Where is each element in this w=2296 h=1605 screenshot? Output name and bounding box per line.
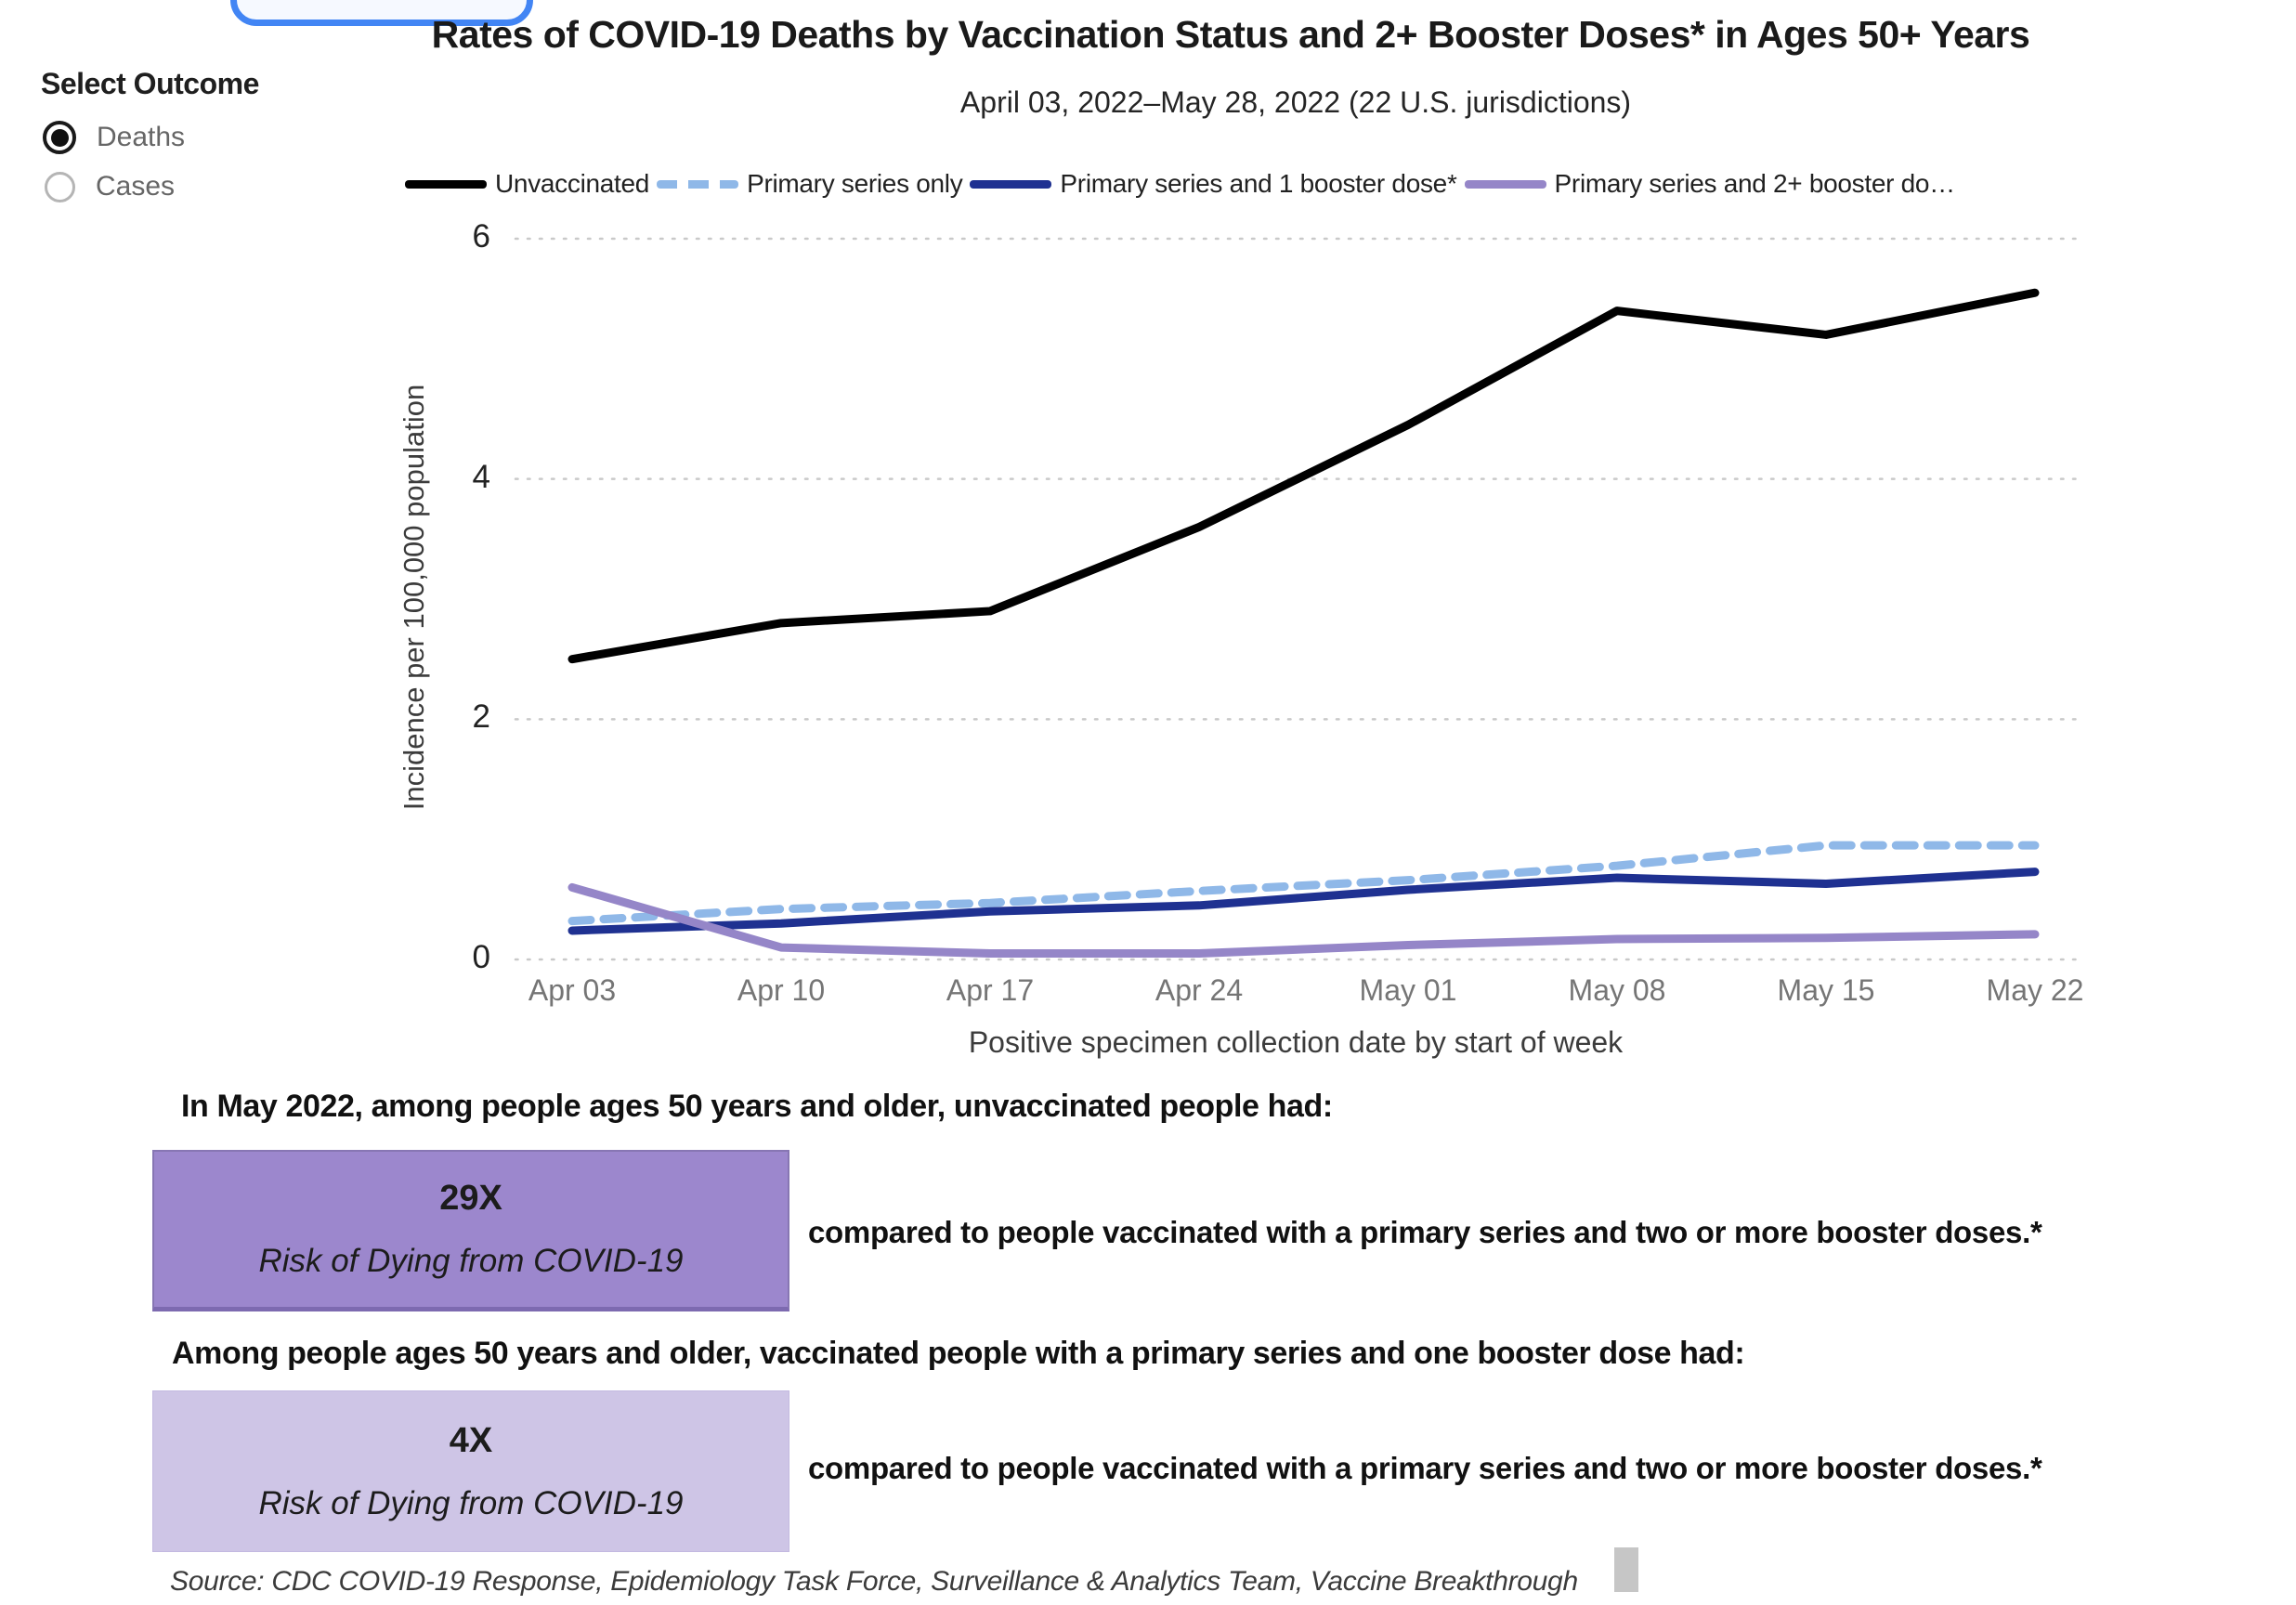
x-tick-label: May 22 xyxy=(1986,973,2084,1007)
risk-box-4x: 4X Risk of Dying from COVID-19 xyxy=(152,1390,789,1552)
radio-unselected-icon[interactable] xyxy=(45,171,75,202)
x-tick-label: May 15 xyxy=(1777,973,1875,1007)
legend-swatch-primary-series-only xyxy=(657,179,739,189)
y-tick-label: 2 xyxy=(472,698,490,736)
risk-caption: Risk of Dying from COVID-19 xyxy=(258,1484,684,1521)
y-tick-label: 6 xyxy=(472,218,490,254)
x-tick-label: Apr 17 xyxy=(946,973,1035,1007)
outcome-selector-label: Select Outcome xyxy=(41,67,259,100)
x-tick-label: Apr 10 xyxy=(737,973,826,1007)
scrollbar-thumb[interactable] xyxy=(1614,1547,1638,1592)
x-tick-label: Apr 03 xyxy=(528,973,617,1007)
page-title: Rates of COVID-19 Deaths by Vaccination … xyxy=(431,13,2030,56)
legend-label: Primary series only xyxy=(747,169,963,198)
line-chart-svg xyxy=(514,237,2083,961)
comparison-text-1: compared to people vaccinated with a pri… xyxy=(808,1215,2042,1249)
legend-item-2plus-booster[interactable]: Primary series and 2+ booster do… xyxy=(1464,169,1956,199)
x-tick-label: May 01 xyxy=(1359,973,1457,1007)
chart-legend: Unvaccinated Primary series only Primary… xyxy=(405,169,1963,199)
x-tick-label: Apr 24 xyxy=(1155,973,1244,1007)
callout-intro-one-booster: Among people ages 50 years and older, va… xyxy=(172,1336,1745,1371)
page-subtitle: April 03, 2022–May 28, 2022 (22 U.S. jur… xyxy=(959,85,1632,119)
legend-label: Unvaccinated xyxy=(495,169,650,198)
legend-label: Primary series and 1 booster dose* xyxy=(1060,169,1457,198)
line-chart-plot-area xyxy=(506,223,2085,975)
legend-swatch-2plus-booster xyxy=(1464,179,1546,189)
risk-factor-value: 29X xyxy=(439,1179,502,1218)
legend-item-primary-series-only[interactable]: Primary series only xyxy=(657,169,963,199)
x-axis-title: Positive specimen collection date by sta… xyxy=(968,1025,1624,1059)
legend-item-1-booster[interactable]: Primary series and 1 booster dose* xyxy=(970,169,1457,199)
risk-caption: Risk of Dying from COVID-19 xyxy=(258,1243,684,1279)
source-note: Source: CDC COVID-19 Response, Epidemiol… xyxy=(170,1566,1578,1597)
legend-label: Primary series and 2+ booster do… xyxy=(1554,169,1956,198)
y-tick-label: 0 xyxy=(472,939,490,975)
callout-intro-unvaccinated: In May 2022, among people ages 50 years … xyxy=(181,1089,1333,1124)
radio-label-deaths: Deaths xyxy=(97,122,186,152)
radio-option-deaths[interactable]: Deaths xyxy=(43,121,185,154)
legend-swatch-1-booster xyxy=(970,179,1052,189)
risk-box-29x: 29X Risk of Dying from COVID-19 xyxy=(152,1150,789,1311)
legend-swatch-unvaccinated xyxy=(405,179,487,189)
risk-factor-value: 4X xyxy=(449,1420,493,1460)
legend-item-unvaccinated[interactable]: Unvaccinated xyxy=(405,169,649,199)
comparison-text-2: compared to people vaccinated with a pri… xyxy=(808,1451,2042,1485)
radio-selected-icon[interactable] xyxy=(43,121,76,154)
y-tick-label: 4 xyxy=(472,458,490,495)
radio-option-cases[interactable]: Cases xyxy=(45,171,175,202)
radio-label-cases: Cases xyxy=(96,171,176,202)
y-axis-title: Incidence per 100,000 population xyxy=(398,384,430,811)
x-tick-label: May 08 xyxy=(1568,973,1666,1007)
